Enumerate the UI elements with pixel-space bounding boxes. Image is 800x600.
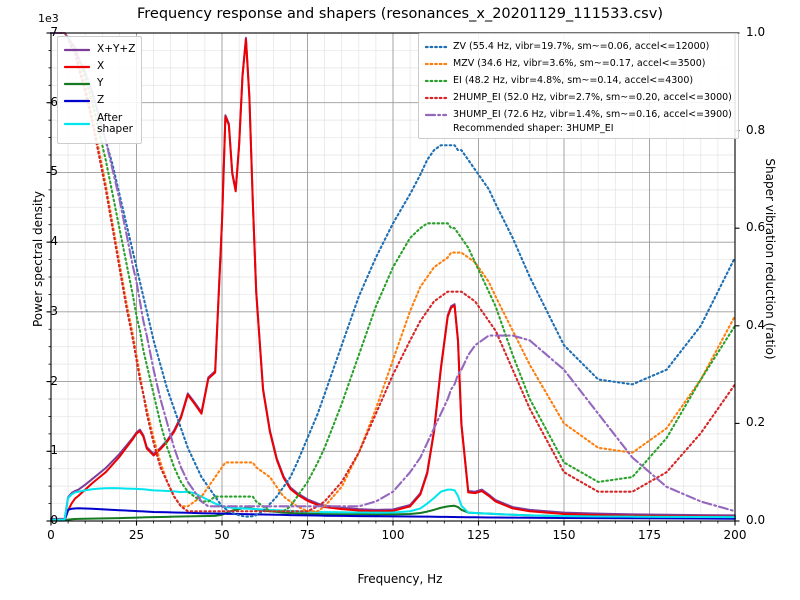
shaper-legend-item-4: 3HUMP_EI (72.6 Hz, vibr=1.4%, sm~=0.16, … — [425, 106, 732, 123]
shaper-legend-label: 2HUMP_EI (52.0 Hz, vibr=2.7%, sm~=0.20, … — [453, 91, 732, 103]
legend-swatch-icon — [64, 95, 90, 107]
legend-swatch-icon — [425, 58, 447, 70]
legend-swatch-icon — [425, 92, 447, 104]
shaper-legend-item-3: 2HUMP_EI (52.0 Hz, vibr=2.7%, sm~=0.20, … — [425, 89, 732, 106]
y2-tick-0.8: 0.8 — [746, 122, 766, 137]
y-tick-4: 4 — [50, 234, 58, 249]
x-tick-75: 75 — [299, 528, 316, 542]
legend-label: X+Y+Z — [97, 42, 136, 55]
x-tick-175: 175 — [638, 528, 661, 542]
legend-item-after-shaper: After shaper — [64, 109, 135, 139]
legend-label: After shaper — [97, 111, 134, 135]
x-tick-0: 0 — [47, 528, 55, 542]
legend-item-x-y-z: X+Y+Z — [64, 41, 135, 58]
x-axis-label: Frequency, Hz — [357, 572, 443, 586]
series-line-ei — [49, 31, 737, 513]
shaper-legend-label: ZV (55.4 Hz, vibr=19.7%, sm~=0.06, accel… — [453, 40, 710, 52]
shaper-legend-label: EI (48.2 Hz, vibr=4.8%, sm~=0.14, accel<… — [453, 74, 694, 86]
y2-tick-0.4: 0.4 — [746, 317, 766, 332]
y-tick-5: 5 — [50, 164, 58, 179]
legend-label: Z — [97, 93, 105, 106]
series-line-3hump-ei — [49, 31, 737, 513]
shaper-legend-item-0: ZV (55.4 Hz, vibr=19.7%, sm~=0.06, accel… — [425, 38, 732, 55]
x-tick-100: 100 — [381, 528, 405, 542]
y-tick-2: 2 — [50, 373, 58, 388]
shaper-legend-item-2: EI (48.2 Hz, vibr=4.8%, sm~=0.14, accel<… — [425, 72, 732, 89]
y-axis-exponent-label: 1e3 — [38, 12, 59, 25]
shaper-legend-label: 3HUMP_EI (72.6 Hz, vibr=1.4%, sm~=0.16, … — [453, 108, 732, 120]
legend-swatch-icon — [425, 41, 447, 53]
legend-swatch-icon — [64, 78, 90, 90]
series-line-after-shaper — [50, 487, 736, 521]
x-tick-200: 200 — [723, 528, 747, 542]
series-legend: X+Y+Z X Y Z After shaper — [57, 36, 143, 144]
legend-label: X — [97, 59, 105, 72]
series-line-zv — [49, 31, 737, 518]
y-tick-7: 7 — [50, 25, 58, 39]
y2-tick-0.2: 0.2 — [746, 415, 766, 430]
y2-tick-0.6: 0.6 — [746, 220, 766, 235]
shaper-legend-item-1: MZV (34.6 Hz, vibr=3.6%, sm~=0.17, accel… — [425, 55, 732, 72]
x-tick-150: 150 — [552, 528, 576, 542]
x-tick-50: 50 — [214, 528, 230, 542]
x-tick-25: 25 — [128, 528, 145, 542]
legend-swatch-icon — [64, 118, 90, 130]
legend-item-y: Y — [64, 75, 135, 92]
legend-swatch-icon — [425, 109, 447, 121]
y2-tick-0.0: 0.0 — [746, 513, 766, 527]
y2-axis-label: Shaper vibration reduction (ratio) — [763, 158, 777, 360]
legend-item-x: X — [64, 58, 135, 75]
shaper-legend-label: MZV (34.6 Hz, vibr=3.6%, sm~=0.17, accel… — [453, 57, 706, 69]
series-line-x — [50, 38, 736, 521]
legend-item-z: Z — [64, 92, 135, 109]
legend-swatch-icon — [64, 61, 90, 73]
y-tick-6: 6 — [50, 94, 58, 109]
y-axis-label: Power spectral density — [31, 190, 45, 328]
y-tick-1: 1 — [50, 443, 58, 458]
legend-swatch-icon — [425, 75, 447, 87]
shaper-legend: ZV (55.4 Hz, vibr=19.7%, sm~=0.06, accel… — [418, 33, 739, 139]
recommended-shaper-note: Recommended shaper: 3HUMP_EI — [453, 123, 614, 134]
legend-label: Y — [97, 76, 104, 89]
legend-swatch-icon — [64, 44, 90, 56]
series-line-z — [50, 507, 736, 522]
series-line-mzv — [49, 31, 737, 513]
x-tick-125: 125 — [467, 528, 490, 542]
y-tick-3: 3 — [50, 303, 58, 318]
series-line-2hump-ei — [49, 31, 737, 513]
y-tick-0: 0 — [50, 513, 58, 527]
chart-title: Frequency response and shapers (resonanc… — [137, 6, 663, 22]
y2-tick-1.0: 1.0 — [746, 25, 766, 39]
